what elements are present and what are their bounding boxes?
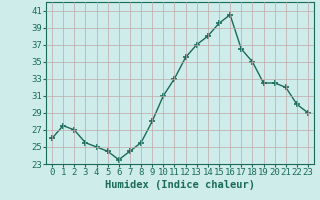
X-axis label: Humidex (Indice chaleur): Humidex (Indice chaleur) <box>105 180 255 190</box>
